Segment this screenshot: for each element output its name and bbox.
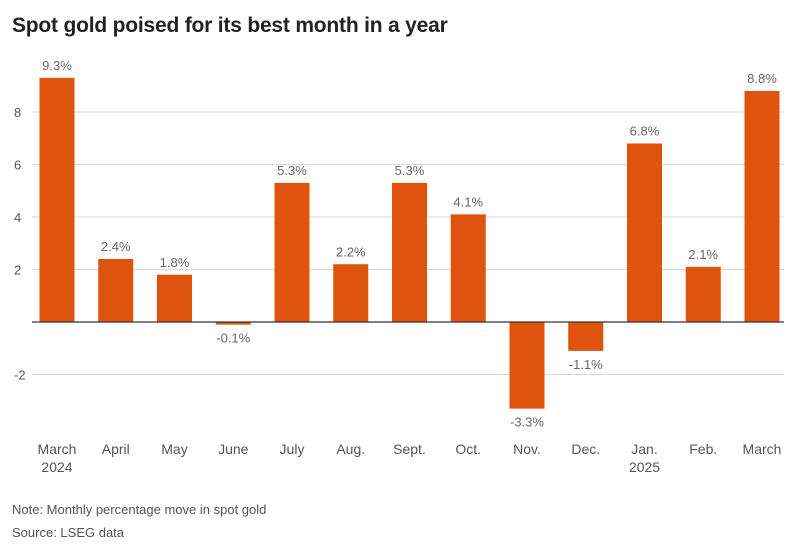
data-label: 8.8%: [747, 71, 777, 86]
x-tick-year-label: 2025: [629, 459, 660, 475]
data-label: 5.3%: [395, 163, 425, 178]
x-tick-label: June: [218, 441, 249, 457]
bar: [627, 143, 662, 322]
bar: [685, 266, 721, 322]
y-tick-label: 2: [14, 263, 21, 278]
x-tick-label: April: [102, 441, 130, 457]
y-tick-label: 4: [14, 210, 21, 225]
bar: [392, 182, 427, 322]
x-tick-label: Aug.: [336, 441, 365, 457]
chart-source: Source: LSEG data: [12, 525, 125, 540]
chart-title: Spot gold poised for its best month in a…: [12, 14, 448, 37]
data-label: 2.4%: [101, 239, 131, 254]
bar: [509, 322, 545, 409]
chart-note: Note: Monthly percentage move in spot go…: [12, 502, 267, 517]
y-tick-label: -2: [14, 368, 26, 383]
x-tick-label: May: [161, 441, 187, 457]
x-tick-label: Jan.: [631, 441, 657, 457]
bar: [744, 91, 780, 322]
bar-chart: -2 2 4 6 8 9.3% March 2024 2.4% April 1.8% May -0.1%…: [14, 58, 784, 475]
bar: [215, 322, 251, 325]
bar: [157, 274, 192, 322]
x-tick-year-label: 2024: [41, 459, 72, 475]
data-label: 5.3%: [277, 163, 307, 178]
x-tick-label: Dec.: [571, 441, 600, 457]
y-tick-label: 6: [14, 158, 21, 173]
x-tick-label: March: [743, 441, 782, 457]
x-tick-label: July: [280, 441, 305, 457]
data-label: 9.3%: [42, 58, 72, 73]
x-tick-label: Feb.: [689, 441, 717, 457]
bar: [39, 77, 75, 322]
x-tick-label: March: [38, 441, 77, 457]
bar: [568, 322, 604, 351]
data-label: 4.1%: [453, 194, 483, 209]
data-label: 6.8%: [630, 124, 660, 139]
bar: [450, 214, 486, 322]
bar: [274, 182, 310, 322]
x-tick-label: Nov.: [513, 441, 541, 457]
data-label: -1.1%: [569, 357, 603, 372]
data-label: -0.1%: [216, 331, 250, 346]
data-label: 2.1%: [688, 247, 718, 262]
x-tick-label: Oct.: [455, 441, 481, 457]
bar: [333, 264, 369, 322]
y-tick-label: 8: [14, 105, 21, 120]
data-label: 1.8%: [160, 255, 190, 270]
bar: [98, 259, 134, 322]
data-label: -3.3%: [510, 415, 544, 430]
data-label: 2.2%: [336, 244, 366, 259]
x-tick-label: Sept.: [393, 441, 426, 457]
